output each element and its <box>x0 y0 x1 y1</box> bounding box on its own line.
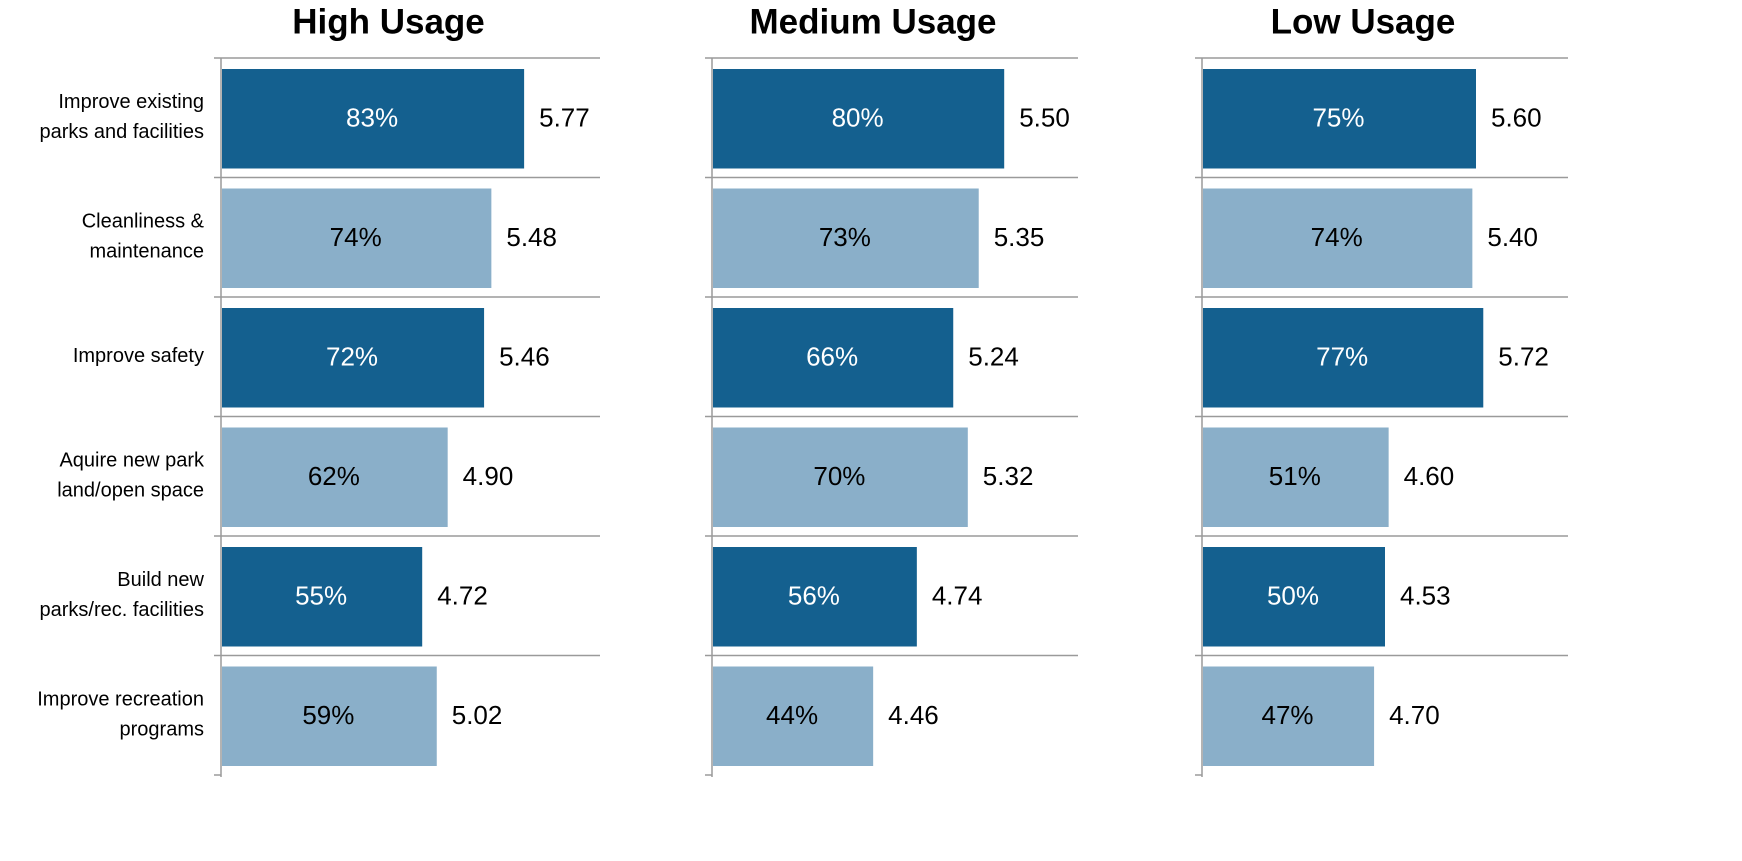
score-label: 5.48 <box>506 222 557 252</box>
score-label: 4.60 <box>1404 461 1455 491</box>
value-label: 47% <box>1262 700 1314 730</box>
category-label: Improve existing <box>58 91 204 113</box>
bar <box>222 547 423 647</box>
value-label: 50% <box>1267 581 1319 611</box>
bar <box>713 308 954 408</box>
score-label: 5.72 <box>1498 342 1549 372</box>
panel-title: Medium Usage <box>750 2 997 41</box>
value-label: 77% <box>1316 342 1368 372</box>
bar <box>713 188 979 288</box>
value-label: 74% <box>330 222 382 252</box>
bar <box>222 69 525 169</box>
score-label: 5.35 <box>994 222 1045 252</box>
score-label: 4.90 <box>463 461 514 491</box>
score-label: 4.53 <box>1400 581 1451 611</box>
bar <box>222 666 437 766</box>
category-label: parks and facilities <box>39 121 204 143</box>
category-label: land/open space <box>57 480 204 502</box>
score-label: 4.74 <box>932 581 983 611</box>
value-label: 44% <box>766 700 818 730</box>
value-label: 75% <box>1312 103 1364 133</box>
category-label: Build new <box>117 569 204 591</box>
bar <box>1203 547 1385 647</box>
value-label: 51% <box>1269 461 1321 491</box>
bar <box>713 427 968 527</box>
score-label: 5.50 <box>1019 103 1070 133</box>
category-label: parks/rec. facilities <box>40 599 205 621</box>
score-label: 4.72 <box>437 581 488 611</box>
bar <box>222 427 448 527</box>
value-label: 73% <box>819 222 871 252</box>
value-label: 55% <box>295 581 347 611</box>
panel-title: High Usage <box>292 2 485 41</box>
score-label: 5.24 <box>968 342 1019 372</box>
value-label: 59% <box>302 700 354 730</box>
value-label: 56% <box>788 581 840 611</box>
value-label: 80% <box>832 103 884 133</box>
category-label: Improve safety <box>73 345 204 367</box>
bar <box>713 69 1005 169</box>
score-label: 5.32 <box>983 461 1034 491</box>
bar <box>713 547 917 647</box>
value-label: 62% <box>308 461 360 491</box>
category-label: Aquire new park <box>59 450 205 472</box>
score-label: 5.60 <box>1491 103 1542 133</box>
score-label: 5.40 <box>1487 222 1538 252</box>
score-label: 4.70 <box>1389 700 1440 730</box>
score-label: 5.02 <box>452 700 503 730</box>
value-label: 74% <box>1311 222 1363 252</box>
bar <box>1203 69 1476 169</box>
value-label: 72% <box>326 342 378 372</box>
category-label: maintenance <box>89 241 204 263</box>
bar <box>1203 427 1389 527</box>
value-label: 70% <box>813 461 865 491</box>
category-label: Improve recreation <box>37 689 204 711</box>
category-label: Cleanliness & <box>82 211 205 233</box>
bar <box>1203 666 1375 766</box>
bar <box>1203 188 1473 288</box>
score-label: 4.46 <box>888 700 939 730</box>
panel-title: Low Usage <box>1271 2 1456 41</box>
bar <box>713 666 874 766</box>
bar <box>1203 308 1484 408</box>
bar <box>222 308 485 408</box>
score-label: 5.77 <box>539 103 590 133</box>
value-label: 83% <box>346 103 398 133</box>
value-label: 66% <box>806 342 858 372</box>
score-label: 5.46 <box>499 342 550 372</box>
category-label: programs <box>120 719 204 741</box>
bar <box>222 188 492 288</box>
